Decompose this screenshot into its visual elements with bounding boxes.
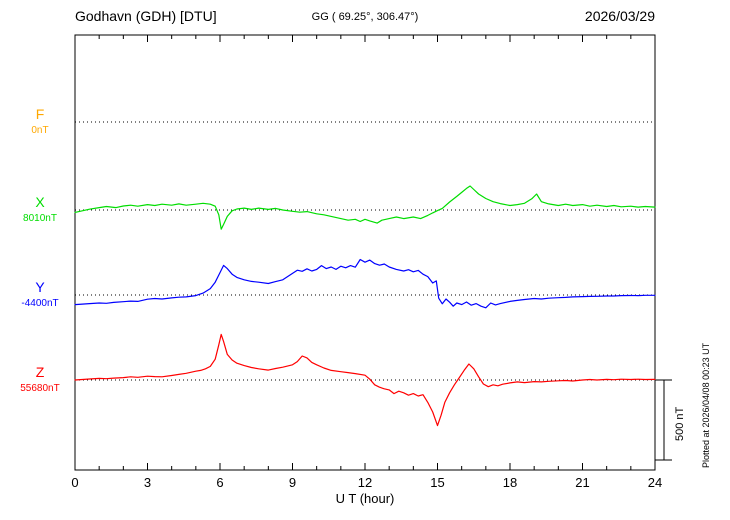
- series-letter-Y: Y: [35, 279, 45, 295]
- x-tick-label: 9: [289, 475, 296, 490]
- series-label-F: F 0nT: [12, 106, 68, 137]
- trace-X: [74, 185, 656, 230]
- series-letter-F: F: [35, 106, 45, 122]
- scale-bar-label: 500 nT: [674, 406, 686, 441]
- station-title: Godhavn (GDH) [DTU]: [75, 8, 217, 24]
- series-label-X: X 8010nT: [12, 194, 68, 225]
- trace-Y: [74, 258, 656, 309]
- x-tick-label: 21: [575, 475, 589, 490]
- x-tick-label: 12: [358, 475, 372, 490]
- x-tick-label: 0: [71, 475, 78, 490]
- series-label-Y: Y -4400nT: [12, 279, 68, 310]
- plot-frame: [74, 34, 656, 471]
- series-letter-X: X: [35, 194, 45, 210]
- geographic-coords: GG ( 69.25°, 306.47°): [311, 11, 419, 23]
- x-tick-label: 18: [503, 475, 517, 490]
- series-baseline-X: 8010nT: [23, 213, 57, 224]
- x-tick-label: 3: [144, 475, 151, 490]
- series-baseline-F: 0nT: [31, 125, 49, 136]
- x-tick-label: 15: [430, 475, 444, 490]
- trace-Z: [74, 333, 656, 427]
- plotted-timestamp: Plotted at 2026/04/08 00:23 UT: [701, 342, 711, 468]
- series-label-Z: Z 55680nT: [12, 364, 68, 395]
- x-axis-label: U T (hour): [335, 491, 395, 506]
- date-label: 2026/03/29: [584, 8, 655, 24]
- x-tick-label: 24: [648, 475, 662, 490]
- x-tick-label: 6: [216, 475, 223, 490]
- series-baseline-Z: 55680nT: [20, 383, 60, 394]
- series-baseline-Y: -4400nT: [21, 298, 59, 309]
- series-letter-Z: Z: [35, 364, 45, 380]
